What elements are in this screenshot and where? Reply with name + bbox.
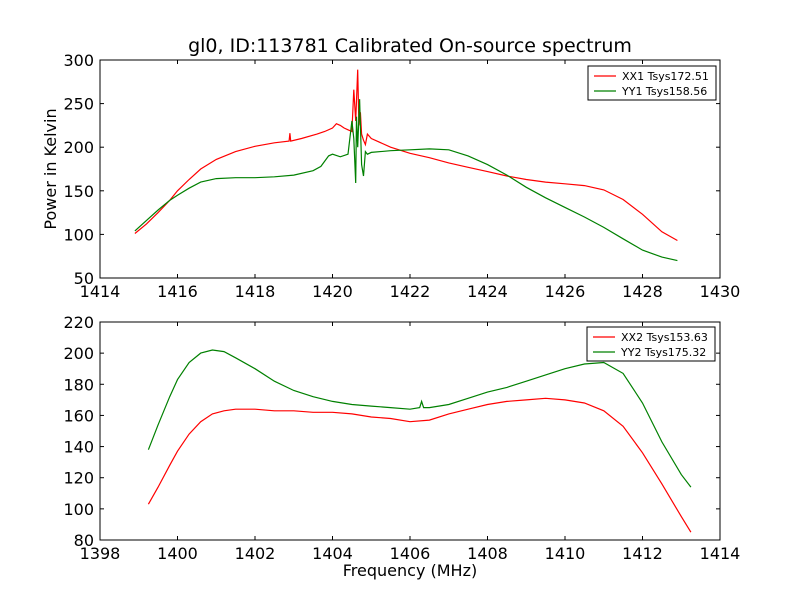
bottom-x-axis-title: Frequency (MHz) [343, 561, 477, 580]
bottom-y-tick-label: 180 [63, 375, 94, 394]
top-y-tick-label: 100 [63, 225, 94, 244]
top-x-tick-label: 1418 [235, 282, 276, 301]
bottom-x-tick-label: 1408 [467, 544, 508, 563]
top-x-tick-label: 1416 [157, 282, 198, 301]
bottom-x-tick-label: 1414 [700, 544, 741, 563]
top-x-tick-label: 1422 [390, 282, 431, 301]
top-y-tick-label: 250 [63, 95, 94, 114]
top-series-line-2 [134, 99, 678, 262]
bottom-y-tick-label: 120 [63, 469, 94, 488]
top-y-tick-label: 150 [63, 182, 94, 201]
top-spectrum-plot: 1414 1416 1418 1420 1422 1424 1426 1428 1430 50 10… [41, 51, 740, 301]
top-x-tick-label: 1428 [622, 282, 663, 301]
bottom-y-tick-label: 100 [63, 500, 94, 519]
bottom-legend-box [586, 326, 716, 362]
top-x-tick-label: 1424 [467, 282, 508, 301]
top-series-line-1 [134, 69, 678, 242]
top-x-tick-label: 1420 [312, 282, 353, 301]
bottom-x-tick-label: 1398 [80, 544, 121, 563]
bottom-x-tick-label: 1406 [390, 544, 431, 563]
bottom-legend-label-1: XX2 Tsys153.63 [621, 331, 708, 344]
bottom-x-tick-label: 1410 [545, 544, 586, 563]
figure-title: gl0, ID:113781 Calibrated On-source spec… [188, 35, 632, 57]
bottom-y-tick-label: 220 [63, 313, 94, 332]
top-legend-label-1: XX1 Tsys172.51 [622, 70, 709, 83]
top-legend-label-2: YY1 Tsys158.56 [621, 85, 707, 98]
top-y-axis-title: Power in Kelvin [41, 108, 60, 229]
bottom-x-tick-label: 1402 [235, 544, 276, 563]
top-x-tick-label: 1414 [80, 282, 121, 301]
bottom-legend: XX2 Tsys153.63 YY2 Tsys175.32 [586, 326, 716, 362]
bottom-series-line-2 [147, 349, 692, 488]
bottom-x-tick-label: 1404 [312, 544, 353, 563]
top-y-tick-label: 50 [74, 269, 94, 288]
bottom-y-tick-label: 140 [63, 438, 94, 457]
bottom-spectrum-plot: 1398 1400 1402 1404 1406 1408 1410 1412 1414 80 10… [63, 313, 740, 580]
bottom-legend-label-2: YY2 Tsys175.32 [620, 346, 706, 359]
top-x-tick-label: 1430 [700, 282, 741, 301]
top-y-tick-label: 200 [63, 138, 94, 157]
top-y-tick-label: 300 [63, 51, 94, 70]
bottom-y-tick-label: 160 [63, 406, 94, 425]
bottom-x-tick-label: 1400 [157, 544, 198, 563]
bottom-y-tick-label: 200 [63, 344, 94, 363]
bottom-y-tick-label: 80 [74, 531, 94, 550]
top-legend: XX1 Tsys172.51 YY1 Tsys158.56 [587, 65, 717, 101]
top-legend-box [587, 65, 717, 101]
bottom-x-tick-label: 1412 [622, 544, 663, 563]
bottom-series-line-1 [147, 397, 692, 533]
top-x-tick-label: 1426 [545, 282, 586, 301]
